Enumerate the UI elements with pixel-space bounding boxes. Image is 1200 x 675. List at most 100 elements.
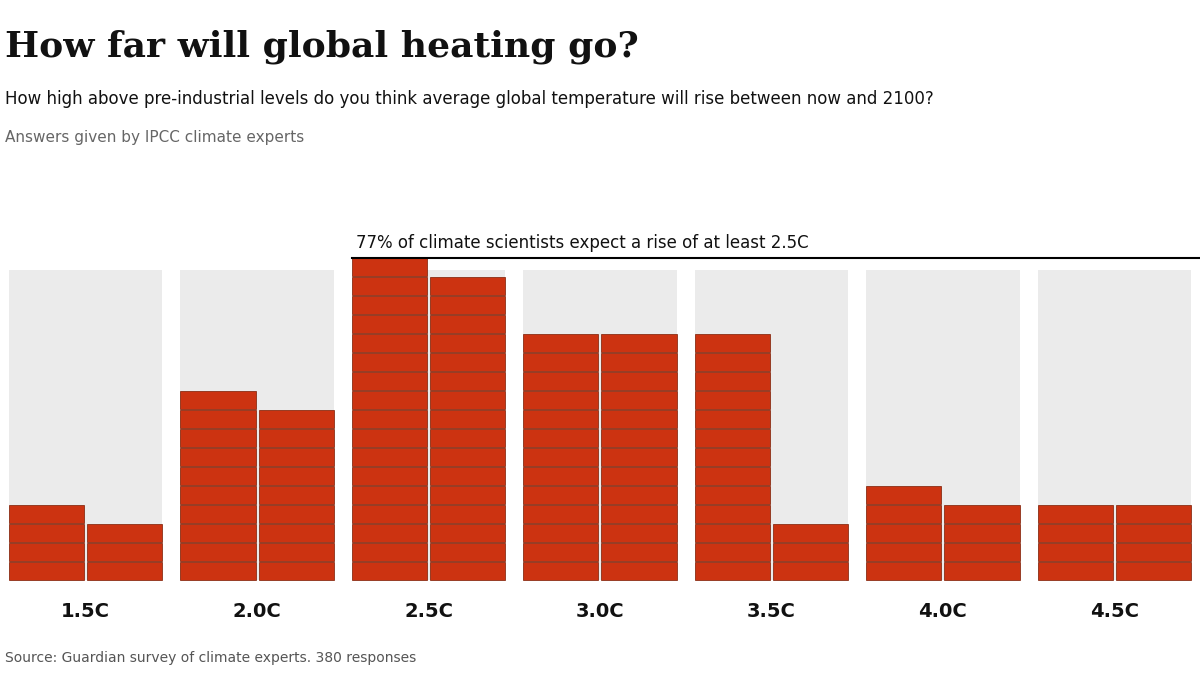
Bar [352,429,427,447]
Bar [695,524,770,542]
Bar [601,524,677,542]
Bar [430,277,505,295]
Bar [180,429,256,447]
Bar [180,467,256,485]
Text: 3.0C: 3.0C [576,602,624,621]
Bar [10,543,84,561]
Bar [601,562,677,580]
Bar [523,429,599,447]
Bar [180,391,256,409]
Bar [430,334,505,352]
Bar [10,524,84,542]
Bar [259,486,334,504]
Bar [88,562,162,580]
Bar [430,315,505,333]
Bar [773,543,848,561]
Bar [523,334,599,352]
Bar [601,543,677,561]
Bar [352,505,427,523]
Bar [523,467,599,485]
Bar [1038,505,1112,523]
Bar [352,258,427,276]
Bar [259,448,334,466]
Bar [695,270,848,580]
Bar [1116,562,1190,580]
Text: 2.0C: 2.0C [233,602,282,621]
Bar [523,270,677,580]
Bar [523,391,599,409]
Bar [695,391,770,409]
Bar [601,467,677,485]
Bar [523,524,599,542]
Bar [352,315,427,333]
Bar [695,486,770,504]
Text: Answers given by IPCC climate experts: Answers given by IPCC climate experts [5,130,305,145]
Bar [430,391,505,409]
Bar [430,543,505,561]
Bar [352,486,427,504]
Bar [601,391,677,409]
Bar [1038,562,1112,580]
Bar [944,524,1020,542]
Bar [601,505,677,523]
Bar [180,543,256,561]
Bar [523,372,599,390]
Bar [523,410,599,428]
Bar [523,562,599,580]
Bar [352,448,427,466]
Text: Source: Guardian survey of climate experts. 380 responses: Source: Guardian survey of climate exper… [5,651,416,665]
Bar [352,410,427,428]
Bar [695,505,770,523]
Bar [352,277,427,295]
Bar [430,372,505,390]
Bar [866,270,1020,580]
Bar [88,543,162,561]
Bar [1116,543,1190,561]
Bar [773,562,848,580]
Bar [695,372,770,390]
Bar [601,429,677,447]
Bar [352,353,427,371]
Text: 4.0C: 4.0C [918,602,967,621]
Bar [695,429,770,447]
Bar [601,410,677,428]
Bar [601,372,677,390]
Bar [259,467,334,485]
Bar [180,270,334,580]
Bar [180,486,256,504]
Bar [695,410,770,428]
Bar [430,353,505,371]
Bar [10,505,84,523]
Bar [695,353,770,371]
Text: 3.5C: 3.5C [746,602,796,621]
Bar [1038,270,1190,580]
Text: 77% of climate scientists expect a rise of at least 2.5C: 77% of climate scientists expect a rise … [356,234,809,252]
Bar [523,505,599,523]
Bar [259,562,334,580]
Bar [601,353,677,371]
Bar [352,467,427,485]
Bar [944,562,1020,580]
Bar [430,429,505,447]
Bar [866,524,941,542]
Bar [180,562,256,580]
Bar [259,505,334,523]
Bar [180,524,256,542]
Bar [259,429,334,447]
Bar [430,448,505,466]
Bar [695,543,770,561]
Bar [430,524,505,542]
Bar [601,334,677,352]
Bar [180,410,256,428]
Bar [430,486,505,504]
Bar [352,334,427,352]
Text: 2.5C: 2.5C [404,602,454,621]
Bar [773,524,848,542]
Text: How far will global heating go?: How far will global heating go? [5,30,638,65]
Text: How high above pre-industrial levels do you think average global temperature wil: How high above pre-industrial levels do … [5,90,934,108]
Bar [10,562,84,580]
Bar [352,543,427,561]
Bar [430,410,505,428]
Bar [1116,524,1190,542]
Bar [180,448,256,466]
